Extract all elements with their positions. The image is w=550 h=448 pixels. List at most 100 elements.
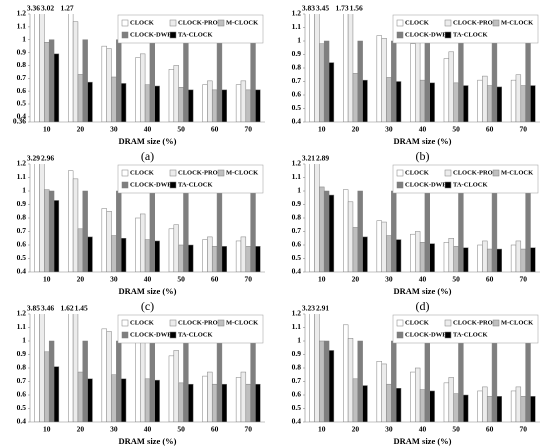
y-tick-label: 1.1 [17, 22, 27, 31]
bar [101, 45, 107, 122]
bar [458, 40, 464, 122]
bar [173, 224, 179, 272]
bar [48, 340, 55, 422]
legend-swatch [217, 319, 225, 327]
bar [362, 79, 368, 122]
bar [250, 340, 256, 422]
bar [391, 340, 397, 422]
y-tick-label: 1.2 [17, 9, 27, 18]
legend-label: TA-CLOCK [178, 331, 213, 338]
bar [443, 58, 450, 122]
value-label: 3.83 [302, 4, 315, 13]
bar [482, 75, 488, 122]
y-tick-label: 1.1 [292, 172, 302, 181]
bar [419, 389, 426, 422]
value-label: 1.56 [350, 4, 363, 13]
bar [323, 40, 330, 122]
bar [477, 244, 483, 272]
bar [328, 194, 335, 272]
bar [458, 190, 464, 272]
bar [250, 190, 256, 272]
bar [319, 43, 325, 122]
legend-box [392, 314, 539, 344]
legend-swatch [169, 19, 177, 27]
bar [139, 335, 146, 422]
x-axis-label: DRAM size (%) [393, 286, 451, 296]
y-tick-label: 1 [297, 336, 301, 345]
bar [510, 79, 517, 122]
legend-swatch [444, 169, 452, 177]
legend-label: CLOCK-DWF [405, 31, 446, 38]
y-tick-label: 1.1 [292, 322, 302, 331]
x-tick-label: 40 [144, 275, 152, 284]
bar [144, 239, 151, 272]
legend-swatch [169, 331, 177, 339]
bar [410, 371, 416, 422]
x-tick-label: 10 [43, 425, 51, 434]
y-tick-label: 0.8 [17, 60, 27, 69]
legend-label: CLOCK [405, 169, 429, 176]
bar [323, 190, 330, 272]
bar [111, 374, 117, 422]
bar [72, 21, 79, 122]
legend-swatch [444, 31, 452, 39]
bar [173, 350, 179, 422]
x-tick-label: 40 [144, 425, 152, 434]
legend-swatch [121, 181, 129, 189]
legend-swatch [121, 19, 129, 27]
value-label: 2.96 [41, 154, 54, 163]
y-tick-label: 0.36 [13, 117, 26, 126]
legend-label: CLOCK-DWF [130, 181, 171, 188]
x-axis-label: DRAM size (%) [118, 136, 176, 146]
bar [183, 190, 189, 272]
y-tick-label: 0.5 [17, 253, 27, 262]
bar [309, 14, 315, 122]
bar [496, 248, 502, 272]
bar [486, 396, 493, 422]
legend-swatch [444, 331, 452, 339]
bar [240, 80, 247, 122]
bar [144, 378, 151, 422]
x-tick-label: 60 [486, 125, 494, 134]
y-tick-label: 0.9 [17, 349, 27, 358]
bar [116, 340, 122, 422]
y-tick-label: 1 [22, 34, 26, 43]
bar [188, 383, 194, 422]
value-label: 3.85 [27, 304, 40, 313]
bar [391, 190, 397, 272]
bar [178, 87, 184, 122]
bar [202, 375, 208, 422]
bar [395, 239, 402, 272]
value-label: 1.27 [60, 4, 73, 13]
bar [381, 363, 387, 422]
x-tick-label: 60 [211, 425, 219, 434]
x-tick-label: 30 [385, 125, 393, 134]
legend-label: CLOCK-PRO [453, 169, 493, 176]
bar [410, 233, 416, 272]
bars [309, 164, 536, 272]
bar [386, 383, 392, 422]
bar [515, 240, 522, 272]
bar [328, 62, 335, 122]
y-tick-label: 0.9 [292, 49, 302, 58]
y-tick-label: 0.6 [17, 240, 27, 249]
bar [530, 396, 536, 422]
legend-label: CLOCK-PRO [178, 19, 218, 26]
x-tick-label: 20 [77, 425, 85, 434]
x-tick-label: 30 [110, 425, 118, 434]
x-tick-label: 50 [177, 125, 185, 134]
bar [486, 248, 493, 272]
bar [463, 394, 469, 422]
x-tick-label: 10 [318, 425, 326, 434]
bar [525, 190, 531, 272]
bar [463, 85, 469, 122]
bar [395, 388, 402, 422]
bar [77, 228, 84, 272]
x-tick-label: 70 [244, 275, 252, 284]
bar [235, 84, 242, 122]
bar [376, 361, 382, 422]
bar [323, 340, 330, 422]
bar [309, 164, 315, 272]
y-tick-label: 0.7 [292, 376, 302, 385]
